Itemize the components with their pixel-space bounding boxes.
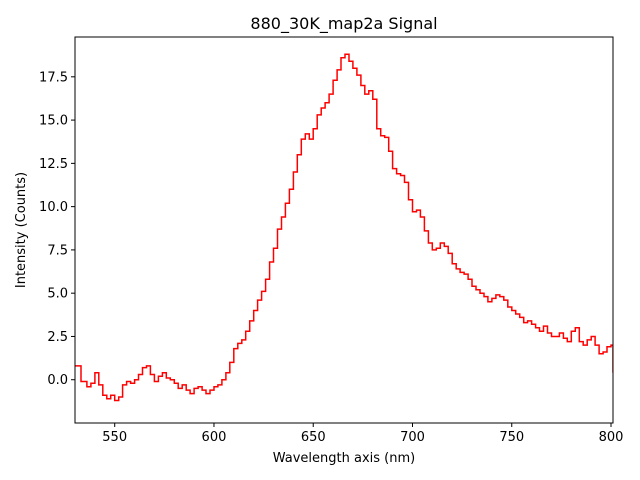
series-line xyxy=(75,53,613,402)
plot-area xyxy=(74,36,614,424)
y-axis-ticks: 0.0 2.5 5.0 7.5 10.0 12.5 15.0 17.5 xyxy=(39,70,75,388)
x-tick-label: 650 xyxy=(301,430,326,445)
y-axis-label: Intensity (Counts) xyxy=(14,172,29,288)
x-tick-label: 600 xyxy=(202,430,227,445)
x-tick-label: 700 xyxy=(400,430,425,445)
y-tick-label: 0.0 xyxy=(47,373,68,388)
chart-title: 880_30K_map2a Signal xyxy=(250,14,437,34)
x-tick-label: 550 xyxy=(102,430,127,445)
x-tick-label: 800 xyxy=(599,430,624,445)
x-axis-label: Wavelength axis (nm) xyxy=(273,451,415,466)
plot-frame xyxy=(74,36,614,424)
y-tick-label: 17.5 xyxy=(39,70,68,85)
y-tick-label: 10.0 xyxy=(39,200,68,215)
y-tick-label: 5.0 xyxy=(47,287,68,302)
y-tick-label: 15.0 xyxy=(39,114,68,129)
y-tick-label: 7.5 xyxy=(47,243,68,258)
x-tick-label: 750 xyxy=(499,430,524,445)
y-tick-label: 12.5 xyxy=(39,157,68,172)
y-tick-label: 2.5 xyxy=(47,330,68,345)
x-axis-ticks: 550 600 650 700 750 800 xyxy=(102,423,623,445)
